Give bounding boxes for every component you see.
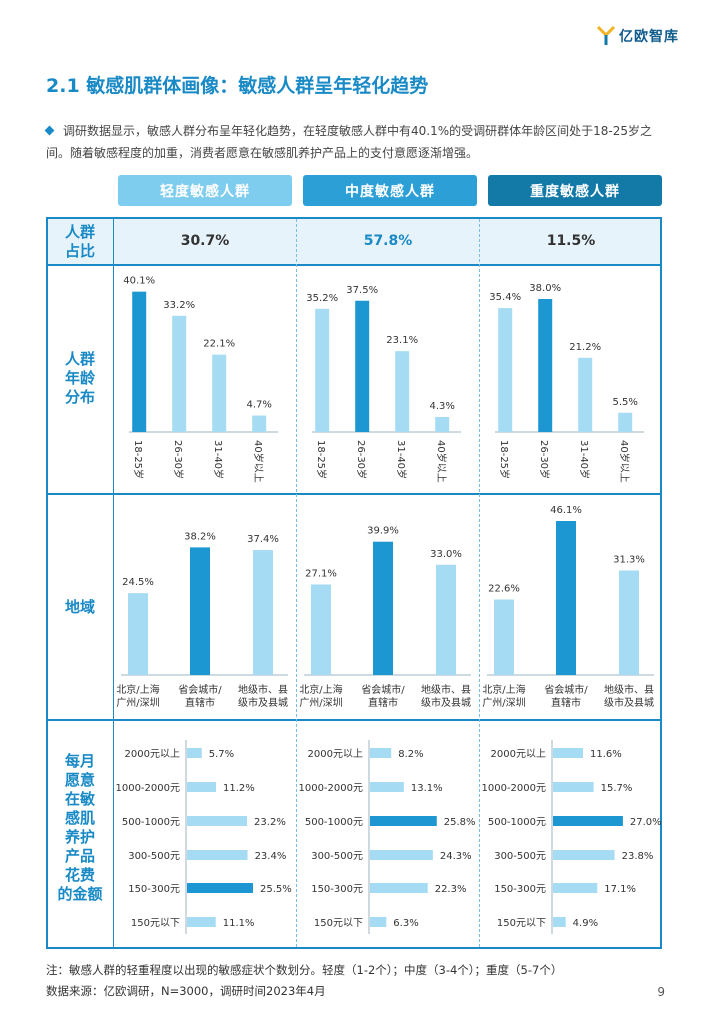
segment-header-light: 轻度敏感人群: [118, 175, 292, 206]
row-divider: [46, 264, 662, 266]
data-source: 数据来源：亿欧调研，N=3000，调研时间2023年4月: [46, 984, 326, 998]
row-label-spend: 每月 愿意 在敏 感肌 养护 产品 花费 的金额: [57, 752, 103, 903]
segment-label-heavy: 重度敏感人群: [530, 183, 620, 200]
row-divider: [46, 493, 662, 495]
page-title: 2.1 敏感肌群体画像：敏感人群呈年轻化趋势: [46, 75, 429, 97]
segment-header-medium: 中度敏感人群: [303, 175, 477, 206]
row-label-age: 人群 年龄 分布: [64, 350, 95, 406]
intro-paragraph: 调研数据显示，敏感人群分布呈年轻化趋势，在轻度敏感人群中有40.1%的受调研群体…: [44, 120, 664, 164]
row-label-region: 地域: [64, 598, 95, 616]
column-divider: [479, 219, 480, 947]
share-value-heavy: 11.5%: [546, 233, 596, 249]
share-row-background: [48, 219, 660, 264]
row-divider: [46, 719, 662, 721]
share-value-medium: 57.8%: [363, 233, 413, 249]
footnote: 注：敏感人群的轻重程度以出现的敏感症状个数划分。轻度（1-2个）；中度（3-4个…: [46, 963, 563, 977]
segment-label-light: 轻度敏感人群: [160, 183, 250, 200]
share-value-light: 30.7%: [180, 233, 230, 249]
brand-logo: 亿欧智库: [597, 26, 679, 46]
bullet-diamond-icon: [44, 125, 55, 136]
row-label-share: 人群 占比: [64, 223, 95, 260]
brand-name: 亿欧智库: [619, 29, 679, 45]
intro-text: 调研数据显示，敏感人群分布呈年轻化趋势，在轻度敏感人群中有40.1%的受调研群体…: [46, 124, 652, 160]
segment-label-medium: 中度敏感人群: [345, 183, 435, 200]
page-number: 9: [657, 985, 665, 999]
segment-header-heavy: 重度敏感人群: [488, 175, 662, 206]
brand-mark-icon: [597, 26, 615, 45]
label-column-divider: [113, 217, 114, 949]
data-panel: [46, 217, 662, 949]
column-divider: [296, 219, 297, 947]
